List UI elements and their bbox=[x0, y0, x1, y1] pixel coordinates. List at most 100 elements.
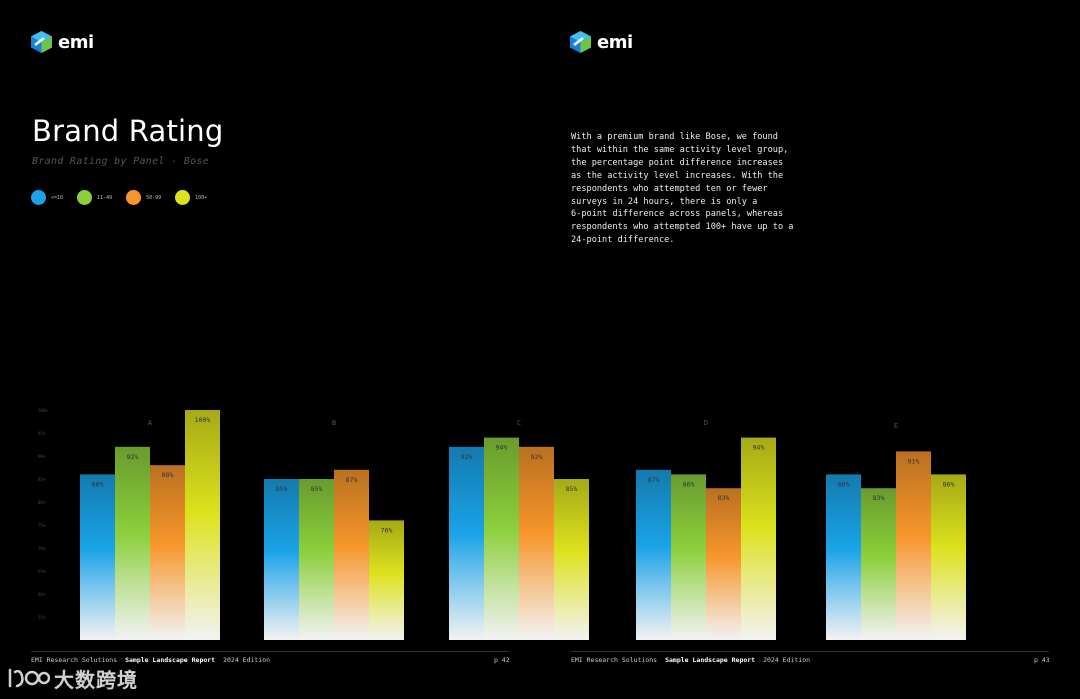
footer-org: EMI Research Solutions bbox=[31, 656, 118, 664]
bar bbox=[484, 437, 519, 640]
page-number-left: p 42 bbox=[494, 656, 510, 664]
y-axis-ticks: 100% 95% 90% 85% 80% 75% 70% 65% 60% 55% bbox=[38, 408, 48, 620]
legend-label: <=10 bbox=[51, 194, 64, 201]
chart-legend: <=10 11-49 50-99 100+ bbox=[31, 190, 207, 205]
legend-swatch bbox=[77, 190, 93, 205]
legend-label: 50-99 bbox=[146, 194, 162, 201]
legend-label: 11-49 bbox=[97, 194, 113, 201]
legend-label: 100+ bbox=[195, 194, 208, 201]
bar bbox=[554, 479, 589, 640]
bar-value-label: 86% bbox=[838, 480, 850, 488]
legend-swatch bbox=[31, 190, 46, 205]
insight-line: respondents who attempted ten or fewer bbox=[571, 183, 768, 194]
bar-value-label: 100% bbox=[195, 416, 211, 424]
bar bbox=[861, 488, 896, 640]
footer-org: EMI Research Solutions bbox=[571, 656, 658, 664]
bar-value-label: 92% bbox=[461, 453, 473, 461]
bar bbox=[299, 479, 334, 640]
category-label: B bbox=[332, 419, 336, 427]
insight-line: that within the same activity level grou… bbox=[571, 144, 789, 155]
footer-divider-right bbox=[571, 651, 1049, 652]
footer-report: Sample Landscape Report bbox=[125, 656, 216, 664]
bar-value-label: 92% bbox=[531, 453, 543, 461]
category-label: A bbox=[148, 419, 153, 427]
bar bbox=[264, 479, 299, 640]
bar-value-label: 88% bbox=[162, 471, 174, 479]
bar bbox=[671, 474, 706, 640]
y-tick-label: 80% bbox=[38, 500, 46, 505]
bar-value-label: 86% bbox=[92, 480, 104, 488]
chart-subtitle: Brand Rating by Panel - Bose bbox=[32, 156, 209, 167]
footer-divider-left bbox=[31, 651, 509, 652]
insight-line: 24-point difference. bbox=[571, 235, 675, 246]
logo-left: emi bbox=[31, 31, 94, 53]
footer-edition: 2024 Edition bbox=[223, 656, 271, 664]
bar bbox=[896, 451, 931, 640]
legend-swatch bbox=[175, 190, 191, 205]
bar bbox=[826, 474, 861, 640]
bar-value-label: 85% bbox=[566, 485, 578, 493]
y-tick-label: 60% bbox=[38, 592, 46, 597]
insight-line: as the activity level increases. With th… bbox=[571, 170, 784, 181]
insight-paragraph: With a premium brand like Bose, we found… bbox=[571, 131, 801, 247]
insight-line: surveys in 24 hours, there is only a bbox=[571, 196, 758, 207]
bar-value-label: 94% bbox=[496, 444, 508, 452]
insight-line: 6-point difference across panels, wherea… bbox=[571, 209, 784, 220]
legend-item: 11-49 bbox=[77, 190, 112, 205]
bar-group: B 85% 85% 87% 76% bbox=[264, 419, 404, 640]
y-tick-label: 90% bbox=[38, 454, 46, 459]
bar-value-label: 87% bbox=[346, 476, 358, 484]
bar-group: E 86% 83% 91% 86% bbox=[826, 422, 966, 640]
bar-groups: A 86% 92% 88% 100% B 85% 85% 87% 76% C 92% 94% 92% 85%… bbox=[80, 410, 966, 640]
bar bbox=[80, 474, 115, 640]
bar bbox=[115, 446, 150, 640]
legend-item: <=10 bbox=[31, 190, 63, 205]
bar bbox=[706, 488, 741, 640]
bar-value-label: 83% bbox=[718, 494, 730, 502]
insight-line: With a premium brand like Bose, we found bbox=[571, 132, 778, 142]
watermark-text: 大数跨境 bbox=[54, 668, 138, 692]
bar-value-label: 92% bbox=[127, 453, 139, 461]
y-tick-label: 70% bbox=[38, 546, 46, 551]
bar-group: A 86% 92% 88% 100% bbox=[80, 410, 220, 640]
y-tick-label: 75% bbox=[38, 523, 46, 528]
bar bbox=[334, 469, 369, 640]
bar bbox=[519, 446, 554, 640]
insight-line: the percentage point difference increase… bbox=[571, 157, 784, 168]
bar bbox=[741, 437, 776, 640]
footer-left: EMI Research Solutions Sample Landscape … bbox=[31, 656, 270, 664]
watermark: 大数跨境 bbox=[6, 664, 138, 693]
y-tick-label: 85% bbox=[38, 477, 46, 482]
category-label: D bbox=[704, 419, 708, 427]
insight-line: respondents who attempted 100+ have up t… bbox=[571, 222, 794, 233]
bar bbox=[150, 465, 185, 640]
bar-value-label: 85% bbox=[276, 485, 288, 493]
bar-value-label: 86% bbox=[943, 480, 955, 488]
bar-value-label: 86% bbox=[683, 480, 695, 488]
bar-value-label: 83% bbox=[873, 494, 885, 502]
bar-value-label: 87% bbox=[648, 476, 660, 484]
category-label: E bbox=[894, 422, 898, 430]
bar bbox=[369, 520, 404, 640]
bar-group: D 87% 86% 83% 94% bbox=[636, 419, 776, 640]
bar bbox=[449, 446, 484, 640]
page-title: Brand Rating bbox=[32, 114, 224, 148]
category-label: C bbox=[517, 419, 521, 427]
bar-value-label: 91% bbox=[908, 457, 920, 465]
watermark-logo-icon bbox=[8, 668, 50, 687]
y-tick-label: 65% bbox=[38, 569, 46, 574]
footer-right: EMI Research Solutions Sample Landscape … bbox=[571, 656, 810, 664]
bar-value-label: 76% bbox=[381, 526, 393, 534]
page-number-right: p 43 bbox=[1034, 656, 1050, 664]
legend-item: 100+ bbox=[175, 190, 207, 205]
logo-wordmark: emi bbox=[58, 31, 94, 53]
logo-right: emi bbox=[570, 31, 633, 53]
y-tick-label: 100% bbox=[38, 408, 48, 413]
logo-wordmark: emi bbox=[597, 31, 633, 53]
emi-logo-icon bbox=[31, 31, 52, 53]
emi-logo-icon bbox=[570, 31, 591, 53]
y-tick-label: 55% bbox=[38, 615, 46, 620]
bar bbox=[185, 410, 220, 640]
